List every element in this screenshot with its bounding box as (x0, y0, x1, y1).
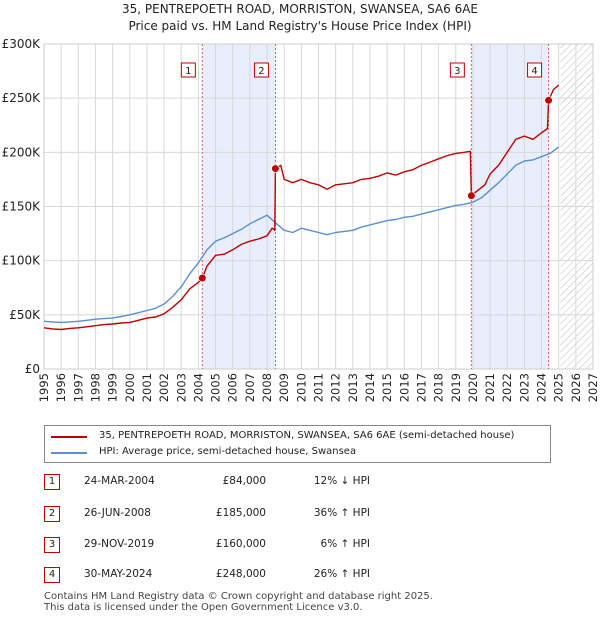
sale-hpi-diff: 6% ↑ HPI (320, 538, 370, 550)
footer-license: This data is licensed under the Open Gov… (44, 602, 363, 613)
property-price-line (43, 84, 560, 331)
sale-label-number: 4 (531, 66, 537, 77)
chart-subtitle: Price paid vs. HM Land Registry's House … (128, 19, 472, 33)
sale-hpi-diff: 36% ↑ HPI (313, 507, 370, 519)
plot-frame (43, 43, 594, 370)
sale-hpi-diff: 12% ↓ HPI (313, 475, 370, 487)
sale-point (271, 164, 280, 173)
x-tick-label: 2011 (312, 373, 326, 402)
chart-title: 35, PENTREPOETH ROAD, MORRISTON, SWANSEA… (121, 2, 478, 16)
sale-label-box (449, 62, 465, 78)
y-tick-label: £200K (2, 145, 42, 159)
y-tick-label: £150K (2, 200, 42, 214)
y-tick-label: £100K (2, 254, 42, 268)
sale-point (544, 96, 553, 105)
sale-badge: 1 (44, 474, 60, 490)
x-tick-label: 2021 (483, 373, 497, 402)
hpi-line (43, 146, 560, 324)
x-tick-label: 2018 (432, 373, 446, 402)
sale-badge: 3 (44, 537, 60, 553)
x-tick-label: 2020 (466, 373, 480, 402)
x-tick-label: 2012 (329, 373, 343, 402)
sale-point (467, 191, 476, 200)
legend-swatch-property (51, 436, 87, 438)
sale-price: £248,000 (215, 568, 266, 580)
x-tick-label: 2010 (294, 373, 308, 402)
x-tick-label: 2017 (414, 373, 428, 402)
x-tick-label: 2007 (243, 373, 257, 402)
legend-swatch-hpi (51, 452, 87, 454)
x-tick-label: 2005 (209, 373, 223, 402)
x-tick-label: 2022 (500, 373, 514, 402)
x-tick-label: 2013 (346, 373, 360, 402)
x-tick-label: 2015 (380, 373, 394, 402)
x-tick-label: 2026 (569, 373, 583, 402)
sale-label-box (253, 62, 269, 78)
x-tick-label: 2019 (449, 373, 463, 402)
x-tick-label: 1995 (37, 373, 51, 402)
x-tick-label: 2000 (123, 373, 137, 402)
x-tick-label: 2008 (260, 373, 274, 402)
y-tick-label: £0 (25, 362, 40, 376)
x-tick-label: 2001 (140, 373, 154, 402)
sale-date: 29-NOV-2019 (84, 538, 155, 550)
sale-price: £84,000 (222, 475, 266, 487)
sale-price: £160,000 (215, 538, 266, 550)
x-tick-label: 2027 (586, 373, 600, 402)
x-tick-label: 2004 (191, 373, 205, 402)
footer-copyright: Contains HM Land Registry data © Crown c… (44, 591, 433, 602)
x-tick-label: 2016 (397, 373, 411, 402)
table-row: 2 26-JUN-2008 £185,000 36% ↑ HPI (44, 506, 464, 522)
x-tick-label: 1997 (71, 373, 85, 402)
sale-price: £185,000 (215, 507, 266, 519)
legend-label-hpi: HPI: Average price, semi-detached house,… (99, 446, 357, 457)
x-tick-label: 2006 (226, 373, 240, 402)
sale-hpi-diff: 26% ↑ HPI (313, 568, 370, 580)
x-tick-label: 2002 (157, 373, 171, 402)
x-tick-label: 2003 (174, 373, 188, 402)
sale-date: 24-MAR-2004 (84, 475, 155, 487)
sale-label-number: 2 (258, 66, 264, 77)
x-tick-label: 1999 (106, 373, 120, 402)
sale-label-number: 1 (185, 66, 191, 77)
sale-badge: 4 (44, 567, 60, 583)
x-tick-label: 2024 (535, 373, 549, 402)
sale-point (198, 273, 207, 283)
legend-label-property: 35, PENTREPOETH ROAD, MORRISTON, SWANSEA… (99, 430, 515, 441)
y-tick-label: £250K (2, 91, 42, 105)
x-tick-label: 1998 (88, 373, 102, 402)
y-tick-label: £50K (9, 308, 41, 322)
sale-label-box (527, 62, 543, 78)
x-tick-label: 1996 (54, 373, 68, 402)
legend: 35, PENTREPOETH ROAD, MORRISTON, SWANSEA… (44, 425, 551, 463)
sale-label-box (180, 62, 196, 78)
sale-label-number: 3 (454, 66, 460, 77)
table-row: 3 29-NOV-2019 £160,000 6% ↑ HPI (44, 537, 464, 553)
x-tick-label: 2009 (277, 373, 291, 402)
x-tick-label: 2025 (552, 373, 566, 402)
sale-badge: 2 (44, 506, 60, 522)
sale-date: 26-JUN-2008 (84, 507, 151, 519)
sale-date: 30-MAY-2024 (84, 568, 153, 580)
y-tick-label: £300K (2, 37, 42, 51)
footer: Contains HM Land Registry data © Crown c… (44, 591, 433, 613)
table-row: 1 24-MAR-2004 £84,000 12% ↓ HPI (44, 474, 464, 490)
x-tick-label: 2014 (363, 373, 377, 402)
table-row: 4 30-MAY-2024 £248,000 26% ↑ HPI (44, 567, 464, 583)
x-tick-label: 2023 (517, 373, 531, 402)
